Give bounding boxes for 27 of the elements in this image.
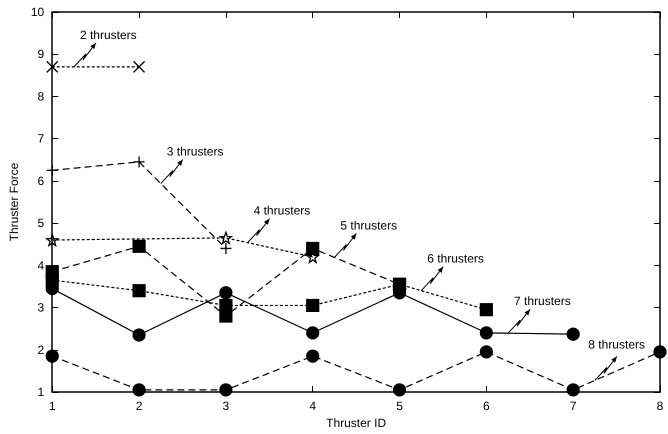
y-tick-label: 9 <box>38 47 45 62</box>
y-tick-label: 4 <box>38 258 45 272</box>
text: 4 thrusters <box>254 204 310 218</box>
x-tick-label: 3 <box>222 399 230 413</box>
y-tick-label: 10 <box>30 5 45 19</box>
y-tick-label: 6 <box>38 174 45 188</box>
y-tick-label: 8 <box>38 89 45 104</box>
series-label: 5 thrusters <box>340 218 398 232</box>
x-tick-label: 7 <box>570 399 577 413</box>
x-axis-title: Thruster ID <box>326 416 386 430</box>
y-axis-title: Thruster Force <box>7 162 21 242</box>
y-tick-label: 5 <box>38 216 45 230</box>
x-tick-label: 5 <box>396 399 404 413</box>
x-tick-label: 8 <box>656 399 664 413</box>
x-tick-label: 1 <box>48 399 56 413</box>
series-label: 3 thrusters <box>166 144 224 159</box>
text: 6 thrusters <box>427 252 484 266</box>
y-tick-label: 7 <box>38 132 45 146</box>
y-tick-label: 2 <box>38 342 45 357</box>
x-tick-label: 4 <box>309 399 316 413</box>
x-tick-label: 6 <box>483 399 490 413</box>
x-tick-label: 2 <box>136 399 143 413</box>
series-label: 8 thrusters <box>588 337 645 352</box>
y-tick-label: 1 <box>38 385 45 399</box>
y-tick-label: 3 <box>38 300 45 315</box>
legend-label: 2 thrusters <box>80 28 137 42</box>
series-label: 7 thrusters <box>514 294 571 308</box>
